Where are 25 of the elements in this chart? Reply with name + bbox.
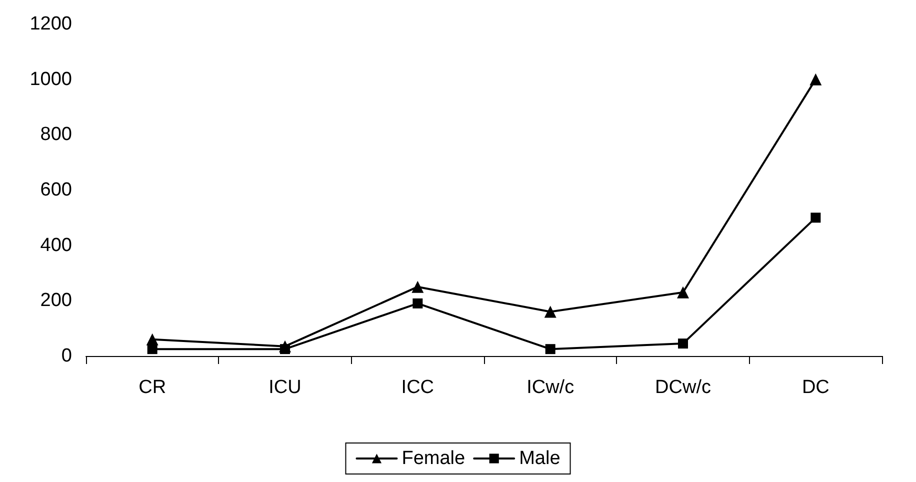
point bbox=[412, 280, 424, 293]
y-tick-label: 1000 bbox=[30, 68, 72, 90]
point bbox=[678, 338, 688, 349]
point bbox=[544, 306, 556, 318]
x-tick-label: ICw/c bbox=[526, 377, 574, 398]
point bbox=[279, 340, 291, 352]
x-tick-label: ICU bbox=[268, 377, 302, 398]
point bbox=[412, 298, 423, 308]
y-tick-label: 200 bbox=[40, 290, 72, 312]
y-tick-label: 400 bbox=[40, 234, 72, 256]
point bbox=[146, 333, 158, 346]
x-tick-label: ICC bbox=[401, 377, 434, 398]
point bbox=[545, 344, 556, 354]
point bbox=[810, 73, 822, 86]
legend-label: Male bbox=[519, 448, 560, 469]
y-tick-label: 1200 bbox=[30, 14, 72, 34]
point bbox=[810, 212, 821, 223]
x-tick-label: DCw/c bbox=[655, 377, 711, 398]
y-tick-label: 800 bbox=[40, 124, 72, 146]
x-tick-label: CR bbox=[138, 377, 166, 398]
y-tick-label: 0 bbox=[61, 346, 72, 366]
y-tick-label: 600 bbox=[40, 180, 72, 200]
x-tick-label: DC bbox=[802, 377, 830, 398]
point bbox=[677, 286, 689, 298]
legend-label: Female bbox=[402, 448, 466, 469]
